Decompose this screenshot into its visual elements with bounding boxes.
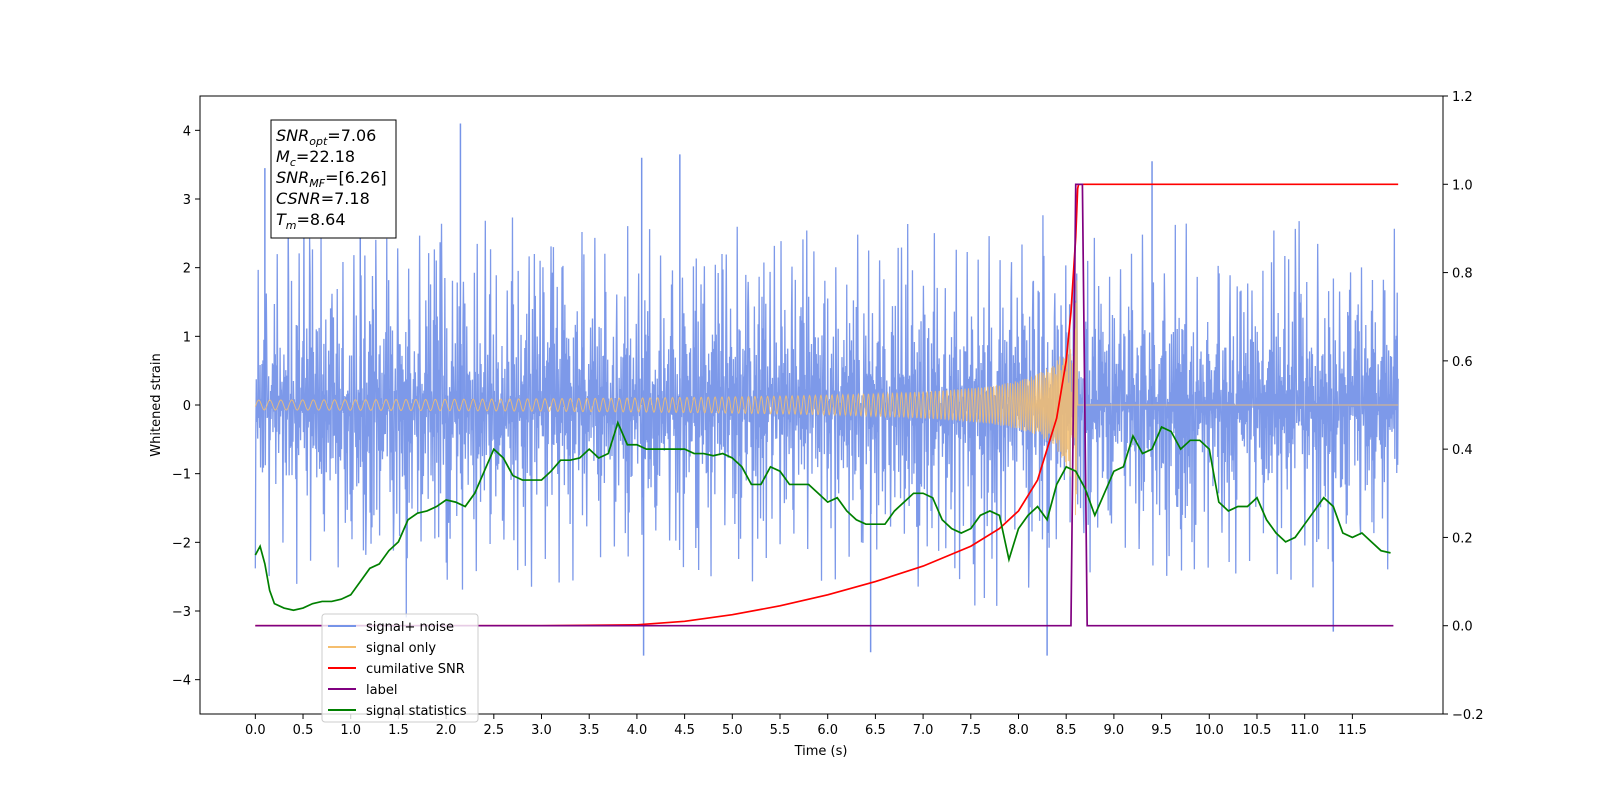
x-axis-label: Time (s): [794, 744, 848, 759]
label-line: [255, 183, 1394, 627]
y2-tick-label: 0.0: [1452, 620, 1473, 635]
plot-area: [254, 123, 1399, 656]
y-axis-left: 4 3 2 1 0 −1 −2 −3 −4: [172, 124, 200, 689]
x-tick-label: 10.5: [1243, 723, 1272, 738]
x-tick-label: 5.0: [722, 723, 743, 738]
y2-tick-label: 1.0: [1452, 178, 1473, 193]
y-tick-label: −3: [172, 605, 191, 620]
y2-tick-label: 0.6: [1452, 355, 1473, 370]
legend-entry: signal+ noise: [366, 620, 454, 635]
x-tick-label: 8.0: [1008, 723, 1029, 738]
y-axis-right: 1.2 1.0 0.8 0.6 0.4 0.2 0.0 −0.2: [1443, 90, 1484, 723]
y2-tick-label: 1.2: [1452, 90, 1473, 105]
x-tick-label: 5.5: [770, 723, 791, 738]
legend-entry: signal statistics: [366, 704, 467, 719]
y-tick-label: 4: [183, 124, 191, 139]
x-tick-label: 9.5: [1151, 723, 1172, 738]
signal-statistics-line: [254, 420, 1391, 612]
legend-entry: label: [366, 683, 397, 698]
stat-line: SNRopt=7.06: [276, 126, 376, 148]
stat-line: Mc=22.18: [276, 147, 355, 169]
legend-entry: signal only: [366, 641, 436, 656]
y2-tick-label: 0.4: [1452, 443, 1473, 458]
y-tick-label: 1: [183, 330, 191, 345]
x-tick-label: 3.0: [531, 723, 552, 738]
x-tick-label: 0.0: [245, 723, 266, 738]
y2-tick-label: 0.8: [1452, 267, 1473, 282]
y-tick-label: 0: [183, 399, 191, 414]
signal-only-trace: [254, 280, 1399, 516]
y-tick-label: −1: [172, 468, 191, 483]
stats-box-frame: [270, 119, 397, 239]
x-tick-label: 2.5: [483, 723, 504, 738]
x-axis: 0.0 0.5 1.0 1.5 2.0 2.5 3.0 3.5 4.0 4.5 5.0 5.5 6.0 6…: [245, 714, 1367, 738]
stats-box: SNRopt=7.06Mc=22.18SNRMF=[6.26]CSNR=7.18…: [270, 119, 397, 239]
signal-noise-trace: [254, 203, 1399, 618]
x-tick-label: 9.0: [1104, 723, 1125, 738]
legend-entry: cumilative SNR: [366, 662, 465, 677]
legend: signal+ noise signal only cumilative SNR la…: [321, 613, 479, 723]
x-tick-label: 0.5: [293, 723, 314, 738]
x-tick-label: 11.5: [1338, 723, 1367, 738]
x-tick-label: 4.0: [627, 723, 648, 738]
x-tick-label: 7.0: [913, 723, 934, 738]
x-tick-label: 6.5: [865, 723, 886, 738]
x-tick-label: 8.5: [1056, 723, 1077, 738]
y-tick-label: 3: [183, 193, 191, 208]
y2-tick-label: 0.2: [1452, 531, 1473, 546]
x-tick-label: 10.0: [1195, 723, 1224, 738]
legend-frame: [321, 613, 479, 723]
y2-tick-label: −0.2: [1452, 708, 1484, 723]
stat-line: SNRMF=[6.26]: [276, 168, 387, 190]
x-tick-label: 2.0: [436, 723, 457, 738]
y-tick-label: 2: [183, 262, 191, 277]
x-tick-label: 1.0: [340, 723, 361, 738]
x-tick-label: 11.0: [1290, 723, 1319, 738]
x-tick-label: 3.5: [579, 723, 600, 738]
stat-line: CSNR=7.18: [276, 189, 370, 208]
x-tick-label: 7.5: [960, 723, 981, 738]
stat-line: Tm=8.64: [276, 210, 346, 232]
y-tick-label: −4: [172, 674, 191, 689]
x-tick-label: 6.0: [817, 723, 838, 738]
x-tick-label: 4.5: [674, 723, 695, 738]
y-axis-label: Whitened strain: [149, 353, 164, 456]
x-tick-label: 1.5: [388, 723, 409, 738]
y-tick-label: −2: [172, 536, 191, 551]
